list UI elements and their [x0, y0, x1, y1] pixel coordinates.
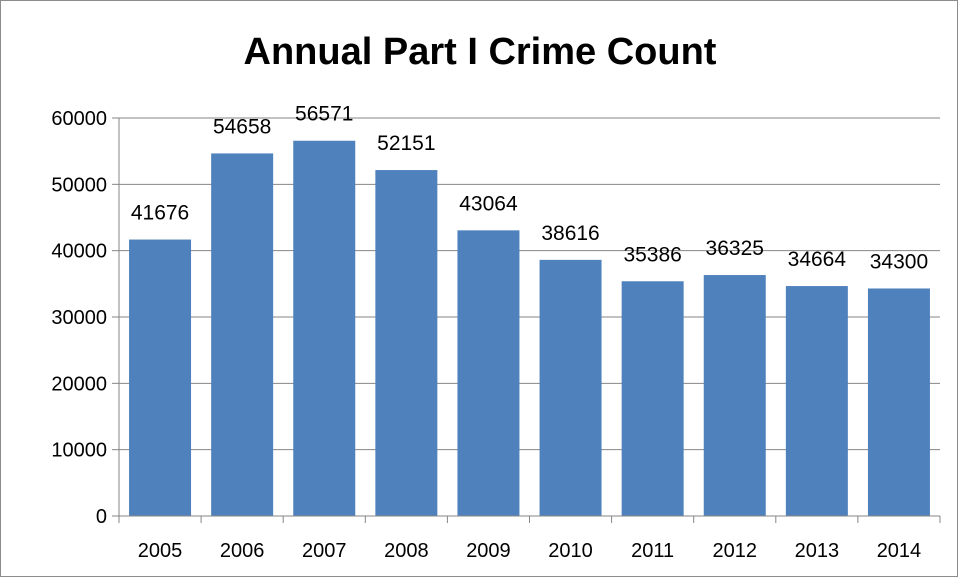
bar-2007 [293, 140, 356, 516]
bars [129, 140, 930, 516]
labels: 0 10000 20000 30000 40000 50000 60000 41676 2005… [51, 103, 928, 562]
bar-2012 [703, 275, 766, 516]
bar-2010 [539, 259, 602, 516]
bar-2006 [211, 153, 274, 516]
bar-2008 [375, 170, 438, 516]
x-tick-label: 2007 [302, 540, 347, 562]
data-label-2005: 41676 [131, 202, 189, 225]
bar-2009 [457, 230, 520, 516]
y-tick-label: 30000 [51, 307, 107, 329]
x-tick-label: 2013 [795, 540, 840, 562]
data-label-2007: 56571 [295, 103, 353, 126]
data-label-2012: 36325 [706, 237, 764, 260]
x-tick-label: 2008 [384, 540, 429, 562]
data-label-2009: 43064 [459, 192, 518, 215]
x-tick-label: 2012 [713, 540, 758, 562]
axes [112, 117, 941, 523]
y-tick-label: 20000 [51, 373, 107, 395]
data-label-2013: 34664 [788, 248, 847, 271]
y-tick-label: 10000 [51, 440, 107, 462]
x-tick-label: 2005 [138, 540, 183, 562]
bar-2014 [867, 288, 930, 516]
x-tick-label: 2010 [548, 540, 593, 562]
chart-title: Annual Part I Crime Count [243, 31, 717, 73]
data-label-2008: 52151 [377, 132, 435, 155]
data-label-2014: 34300 [870, 250, 928, 273]
x-tick-label: 2014 [877, 540, 922, 562]
y-tick-label: 60000 [51, 108, 107, 130]
y-tick-label: 40000 [51, 241, 107, 263]
x-tick-label: 2011 [631, 540, 674, 562]
data-label-2010: 38616 [541, 222, 599, 245]
x-tick-label: 2006 [220, 540, 265, 562]
y-tick-label: 0 [96, 506, 107, 528]
x-tick-label: 2009 [466, 540, 511, 562]
data-label-2011: 35386 [623, 243, 681, 266]
bar-2005 [129, 239, 192, 516]
data-label-2006: 54658 [213, 115, 271, 138]
bar-2011 [621, 281, 684, 516]
y-tick-label: 50000 [51, 174, 107, 196]
bar-2013 [785, 286, 848, 516]
